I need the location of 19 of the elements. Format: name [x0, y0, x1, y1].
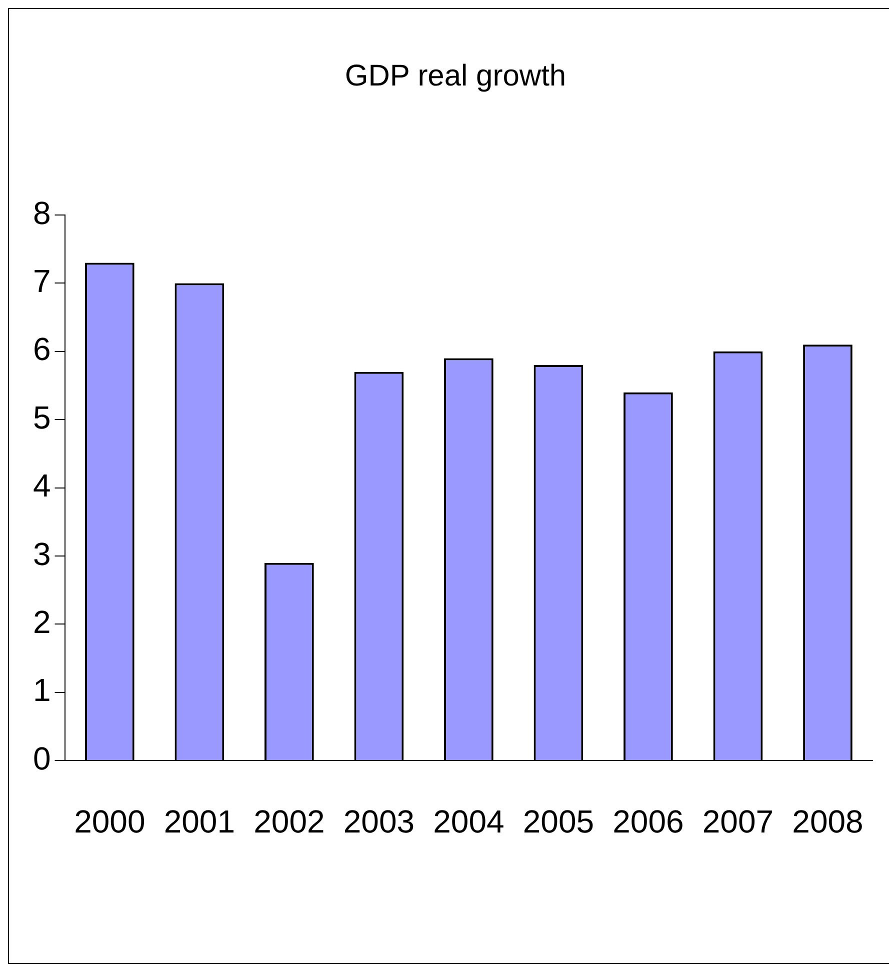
y-tick-label: 6 — [33, 331, 51, 368]
x-tick-label: 2008 — [792, 804, 864, 840]
y-tick-label: 8 — [33, 194, 51, 231]
y-tick-label: 1 — [33, 672, 51, 708]
y-tick-label: 3 — [33, 536, 51, 572]
x-tick-label: 2004 — [433, 804, 504, 840]
x-tick-label: 2002 — [254, 804, 325, 840]
y-tick-label: 2 — [33, 604, 51, 640]
y-tick-label: 4 — [33, 468, 51, 504]
x-tick-label: 2000 — [74, 804, 146, 840]
x-tick-label: 2005 — [522, 804, 594, 840]
x-tick-label: 2003 — [343, 804, 415, 840]
y-tick-label: 0 — [33, 740, 51, 776]
x-tick-label: 2007 — [702, 804, 774, 840]
y-tick-label: 5 — [33, 399, 51, 436]
y-tick-label: 7 — [33, 263, 51, 300]
chart-title: GDP real growth — [344, 59, 566, 92]
x-tick-label: 2001 — [164, 804, 236, 840]
x-tick-label: 2006 — [612, 804, 684, 840]
